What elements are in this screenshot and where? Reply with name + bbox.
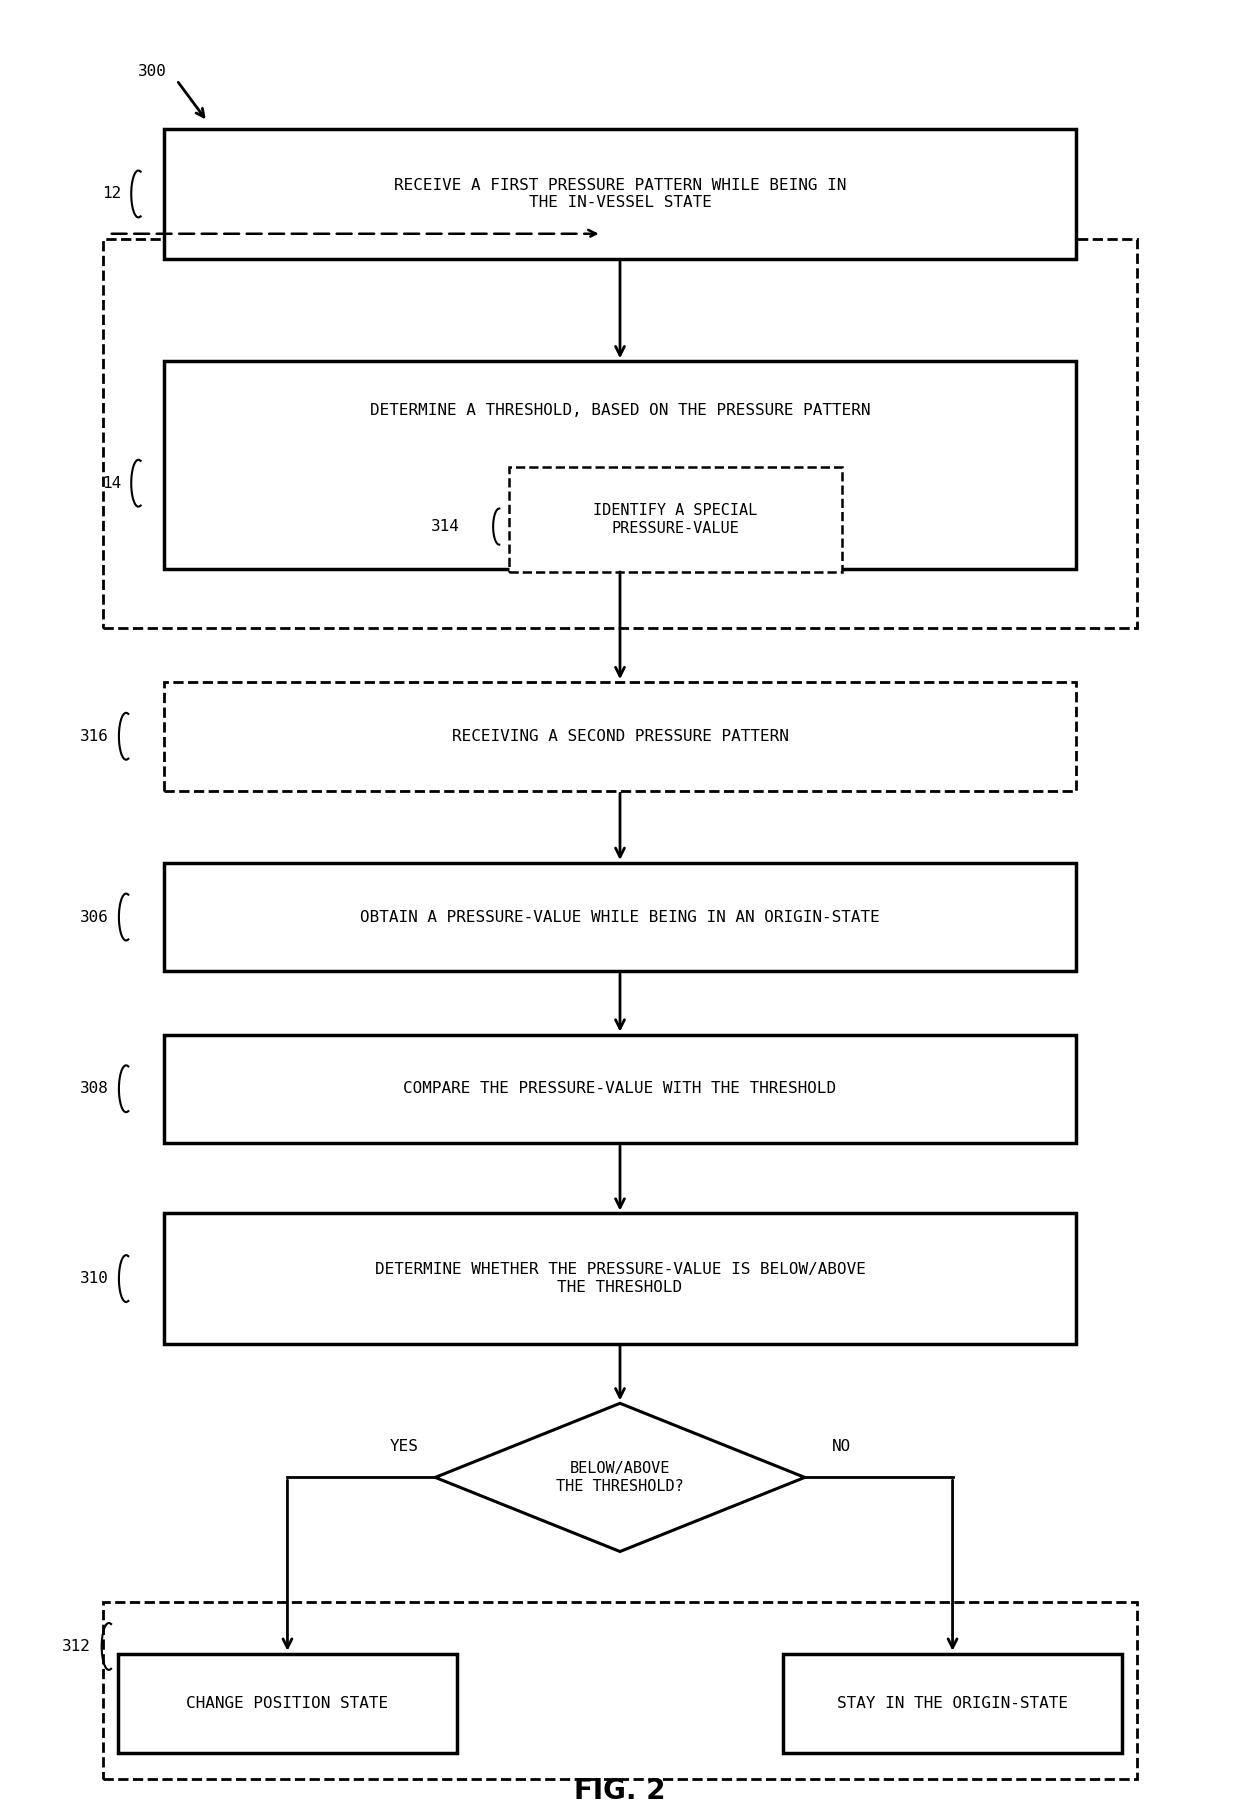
Text: IDENTIFY A SPECIAL
PRESSURE-VALUE: IDENTIFY A SPECIAL PRESSURE-VALUE [593, 503, 758, 536]
FancyBboxPatch shape [510, 467, 842, 572]
Text: 300: 300 [138, 64, 166, 78]
Text: YES: YES [391, 1438, 419, 1455]
Text: 312: 312 [62, 1638, 91, 1654]
Text: STAY IN THE ORIGIN-STATE: STAY IN THE ORIGIN-STATE [837, 1696, 1068, 1711]
Text: OBTAIN A PRESSURE-VALUE WHILE BEING IN AN ORIGIN-STATE: OBTAIN A PRESSURE-VALUE WHILE BEING IN A… [360, 910, 880, 924]
Text: 306: 306 [81, 910, 109, 924]
FancyBboxPatch shape [164, 863, 1076, 972]
FancyBboxPatch shape [164, 683, 1076, 790]
Text: RECEIVE A FIRST PRESSURE PATTERN WHILE BEING IN
THE IN-VESSEL STATE: RECEIVE A FIRST PRESSURE PATTERN WHILE B… [394, 178, 846, 211]
Text: 12: 12 [102, 187, 122, 202]
Text: COMPARE THE PRESSURE-VALUE WITH THE THRESHOLD: COMPARE THE PRESSURE-VALUE WITH THE THRE… [403, 1081, 837, 1097]
Text: 14: 14 [102, 476, 122, 490]
FancyBboxPatch shape [164, 1213, 1076, 1344]
FancyBboxPatch shape [164, 361, 1076, 568]
Text: DETERMINE WHETHER THE PRESSURE-VALUE IS BELOW/ABOVE
THE THRESHOLD: DETERMINE WHETHER THE PRESSURE-VALUE IS … [374, 1262, 866, 1295]
Text: 316: 316 [81, 728, 109, 745]
Text: RECEIVING A SECOND PRESSURE PATTERN: RECEIVING A SECOND PRESSURE PATTERN [451, 728, 789, 745]
FancyBboxPatch shape [784, 1654, 1122, 1752]
FancyBboxPatch shape [164, 1035, 1076, 1142]
Polygon shape [435, 1404, 805, 1551]
Text: CHANGE POSITION STATE: CHANGE POSITION STATE [186, 1696, 388, 1711]
Text: FIG. 2: FIG. 2 [574, 1776, 666, 1805]
Text: BELOW/ABOVE
THE THRESHOLD?: BELOW/ABOVE THE THRESHOLD? [556, 1462, 684, 1493]
Text: 314: 314 [432, 519, 460, 534]
Text: DETERMINE A THRESHOLD, BASED ON THE PRESSURE PATTERN: DETERMINE A THRESHOLD, BASED ON THE PRES… [370, 403, 870, 418]
Text: NO: NO [832, 1438, 852, 1455]
FancyBboxPatch shape [118, 1654, 456, 1752]
Text: 308: 308 [81, 1081, 109, 1097]
Text: 310: 310 [81, 1271, 109, 1286]
FancyBboxPatch shape [164, 129, 1076, 260]
